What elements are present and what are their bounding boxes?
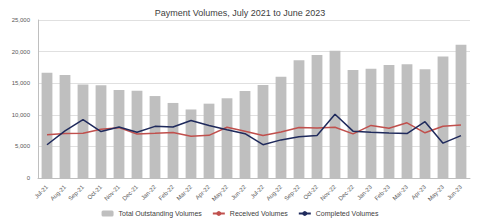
svg-text:May-22: May-22 bbox=[211, 183, 230, 202]
svg-text:Sep-21: Sep-21 bbox=[67, 183, 85, 201]
svg-text:Sep-22: Sep-22 bbox=[283, 183, 301, 201]
svg-text:Jan-23: Jan-23 bbox=[356, 183, 374, 201]
svg-text:20,000: 20,000 bbox=[12, 49, 31, 55]
svg-text:0: 0 bbox=[27, 175, 31, 181]
svg-text:Jul-22: Jul-22 bbox=[249, 183, 265, 199]
svg-text:Apr-22: Apr-22 bbox=[194, 183, 211, 200]
svg-text:Aug-21: Aug-21 bbox=[49, 183, 67, 201]
svg-text:Payment Volumes, July 2021 to: Payment Volumes, July 2021 to June 2023 bbox=[155, 8, 326, 18]
svg-text:May-23: May-23 bbox=[427, 183, 446, 202]
svg-text:Completed Volumes: Completed Volumes bbox=[316, 210, 379, 218]
svg-text:Received Volumes: Received Volumes bbox=[230, 210, 288, 217]
svg-text:Jun-23: Jun-23 bbox=[446, 183, 464, 201]
svg-text:Oct-22: Oct-22 bbox=[302, 183, 319, 200]
svg-text:Feb-23: Feb-23 bbox=[373, 183, 391, 201]
svg-text:Jun-22: Jun-22 bbox=[230, 183, 248, 201]
svg-text:Mar-23: Mar-23 bbox=[391, 183, 409, 201]
svg-text:Jan-22: Jan-22 bbox=[140, 183, 158, 201]
svg-text:Mar-22: Mar-22 bbox=[175, 183, 193, 201]
svg-text:Jul-21: Jul-21 bbox=[33, 183, 49, 199]
svg-text:25,000: 25,000 bbox=[12, 17, 31, 23]
svg-text:15,000: 15,000 bbox=[12, 80, 31, 86]
svg-text:Aug-22: Aug-22 bbox=[265, 183, 283, 201]
svg-text:Nov-22: Nov-22 bbox=[319, 183, 337, 201]
svg-text:Dec-21: Dec-21 bbox=[121, 183, 139, 201]
svg-text:Apr-23: Apr-23 bbox=[410, 183, 427, 200]
svg-text:Total Outstanding Volumes: Total Outstanding Volumes bbox=[119, 210, 203, 218]
svg-text:10,000: 10,000 bbox=[12, 112, 31, 118]
svg-text:Oct-21: Oct-21 bbox=[86, 183, 103, 200]
svg-text:Feb-22: Feb-22 bbox=[157, 183, 175, 201]
svg-text:5,000: 5,000 bbox=[15, 143, 31, 149]
svg-text:Nov-21: Nov-21 bbox=[103, 183, 121, 201]
svg-text:Dec-22: Dec-22 bbox=[337, 183, 355, 201]
